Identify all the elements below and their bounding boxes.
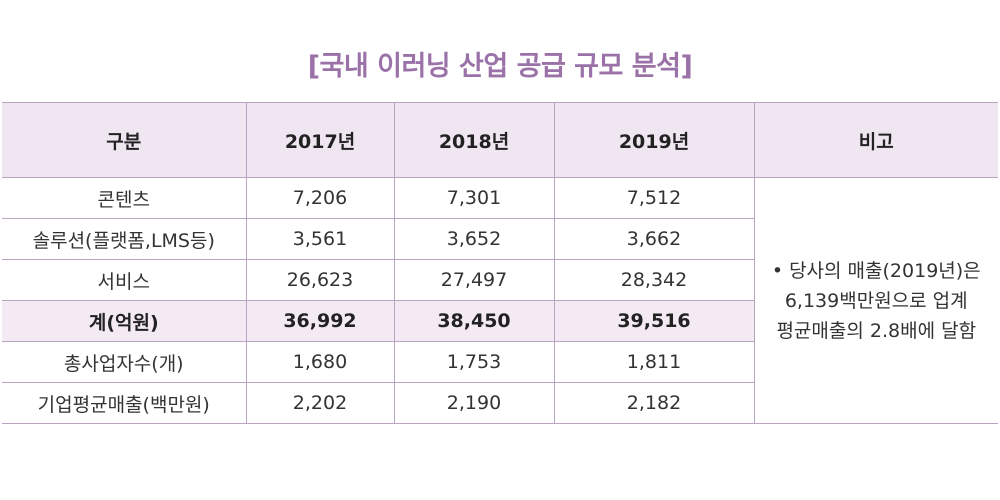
header-category: 구분 — [2, 102, 247, 178]
note-line: 평균매출의 2.8배에 달함 — [776, 319, 977, 342]
row-label: 서비스 — [2, 259, 247, 301]
table-title: [국내 이러닝 산업 공급 규모 분석] — [307, 51, 693, 82]
cell-2017: 36,992 — [245, 300, 395, 342]
header-2019: 2019년 — [553, 102, 755, 178]
cell-2019: 39,516 — [553, 300, 754, 342]
note-line: • 당사의 매출(2019년)은 — [771, 259, 981, 282]
header-row: 구분 2017년 2018년 2019년 비고 — [2, 102, 998, 178]
row-label: 콘텐츠 — [2, 177, 247, 219]
table-row: 총사업자수(개) 1,680 1,753 1,811 — [2, 341, 998, 383]
row-label: 기업평균매출(백만원) — [2, 382, 247, 424]
header-2017: 2017년 — [245, 102, 395, 178]
cell-2017: 1,680 — [245, 341, 395, 383]
table-row: 콘텐츠 7,206 7,301 7,512 • 당사의 매출(2019년)은 6… — [2, 177, 998, 424]
cell-2018: 38,450 — [393, 300, 555, 342]
cell-2019: 28,342 — [553, 259, 754, 301]
cell-2019: 2,182 — [553, 382, 754, 424]
header-2018: 2018년 — [393, 102, 555, 178]
cell-2018: 1,753 — [393, 341, 555, 383]
row-label: 솔루션(플랫폼,LMS등) — [2, 218, 247, 260]
note-line: 6,139백만원으로 업계 — [784, 289, 968, 312]
cell-2019: 3,662 — [553, 218, 754, 260]
table-row: 서비스 26,623 27,497 28,342 — [2, 259, 998, 301]
table-row: 기업평균매출(백만원) 2,202 2,190 2,182 — [2, 382, 998, 424]
supply-scale-table: 구분 2017년 2018년 2019년 비고 콘텐츠 7,206 7,301 … — [2, 102, 998, 424]
header-note: 비고 — [753, 102, 998, 178]
cell-2018: 3,652 — [393, 218, 555, 260]
cell-2018: 2,190 — [393, 382, 555, 424]
note-cell: • 당사의 매출(2019년)은 6,139백만원으로 업계 평균매출의 2.8… — [753, 177, 998, 424]
cell-2017: 26,623 — [245, 259, 395, 301]
row-label: 계(억원) — [2, 300, 247, 342]
cell-2017: 7,206 — [245, 177, 395, 219]
cell-2019: 7,512 — [553, 177, 755, 219]
cell-2017: 3,561 — [245, 218, 395, 260]
row-label: 총사업자수(개) — [2, 341, 247, 383]
cell-2018: 27,497 — [393, 259, 555, 301]
cell-2018: 7,301 — [393, 177, 555, 219]
cell-2017: 2,202 — [245, 382, 395, 424]
cell-2019: 1,811 — [553, 341, 754, 383]
